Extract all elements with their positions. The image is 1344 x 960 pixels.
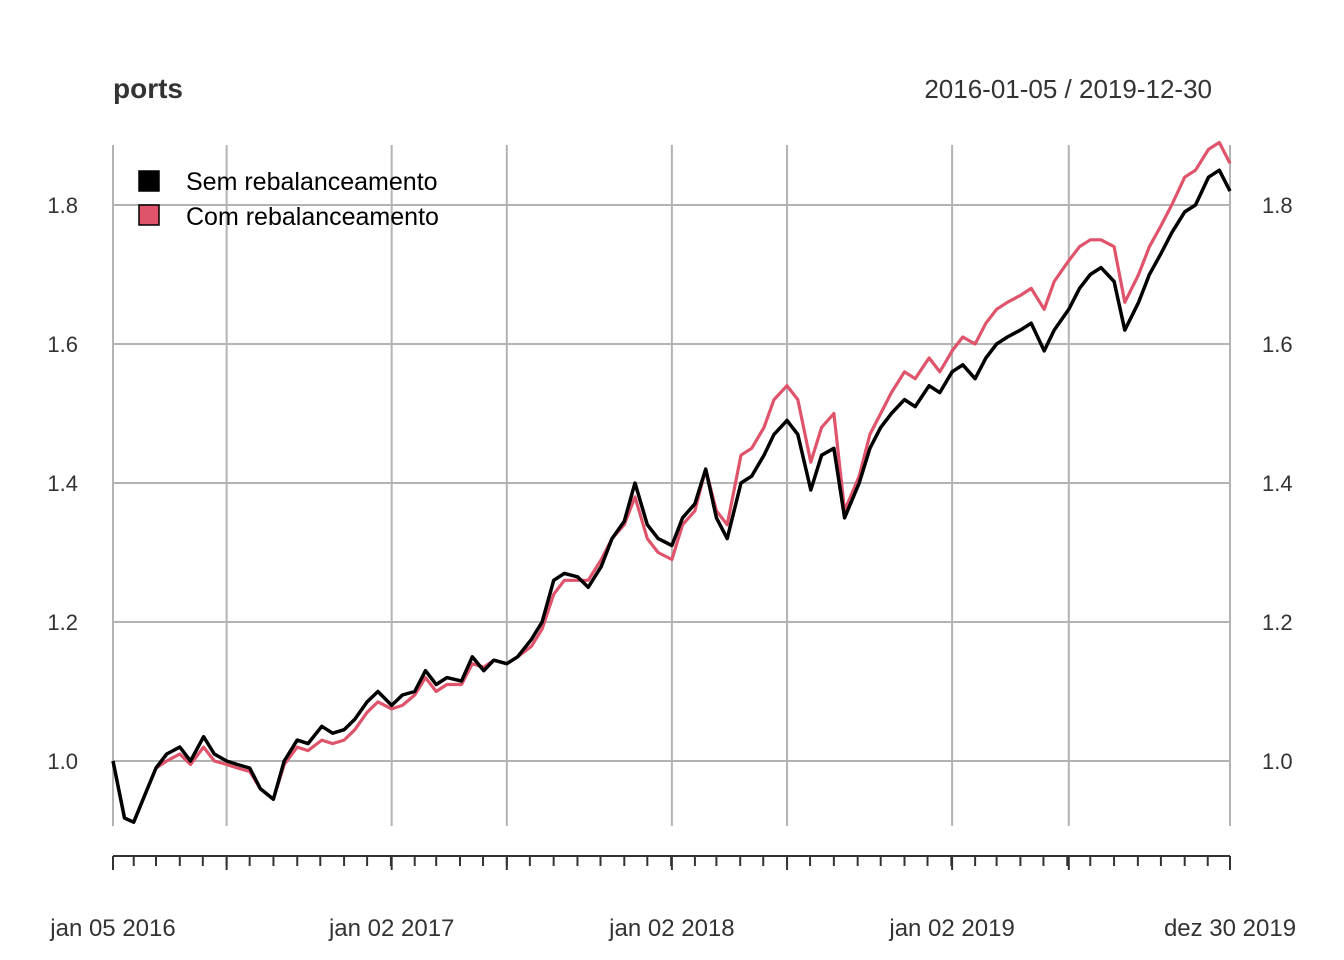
x-axis-major-ticks bbox=[112, 856, 1231, 870]
x-tick-label: jan 02 2018 bbox=[608, 915, 734, 942]
x-tick-label: jan 02 2017 bbox=[328, 915, 454, 942]
series-line-sem-rebalanceamento bbox=[111, 168, 1232, 824]
y-tick-label-right: 1.4 bbox=[1262, 471, 1293, 496]
legend-swatch-com bbox=[138, 204, 160, 226]
y-tick-label-left: 1.8 bbox=[47, 193, 78, 218]
y-tick-label-left: 1.2 bbox=[47, 610, 78, 635]
y-axis-left: 1.0 1.2 1.4 1.6 1.8 bbox=[47, 193, 78, 774]
vertical-gridlines bbox=[112, 145, 1231, 826]
x-tick-label: jan 05 2016 bbox=[49, 915, 175, 942]
chart-title: ports bbox=[113, 73, 183, 104]
legend-label-com: Com rebalanceamento bbox=[186, 203, 439, 231]
y-tick-label-left: 1.6 bbox=[47, 332, 78, 357]
x-axis-minor-ticks bbox=[132, 856, 1209, 866]
date-range-label: 2016-01-05 / 2019-12-30 bbox=[924, 74, 1212, 104]
x-tick-label: dez 30 2019 bbox=[1164, 915, 1296, 942]
series-lines bbox=[111, 140, 1232, 824]
x-axis: jan 05 2016 jan 02 2017 jan 02 2018 jan 02 … bbox=[49, 855, 1296, 942]
y-tick-label-right: 1.8 bbox=[1262, 193, 1293, 218]
horizontal-gridlines bbox=[113, 204, 1230, 762]
x-tick-label: jan 02 2019 bbox=[888, 915, 1014, 942]
series-line-com-rebalanceamento bbox=[111, 140, 1232, 824]
legend-swatch-sem bbox=[138, 170, 160, 192]
x-axis-tick-labels: jan 05 2016 jan 02 2017 jan 02 2018 jan 02 … bbox=[49, 915, 1296, 942]
legend-label-sem: Sem rebalanceamento bbox=[186, 168, 438, 196]
y-axis-right: 1.0 1.2 1.4 1.6 1.8 bbox=[1262, 193, 1293, 774]
y-tick-label-right: 1.2 bbox=[1262, 610, 1293, 635]
y-tick-label-right: 1.0 bbox=[1262, 749, 1293, 774]
y-tick-label-left: 1.4 bbox=[47, 471, 78, 496]
y-tick-label-right: 1.6 bbox=[1262, 332, 1293, 357]
legend: Sem rebalanceamento Com rebalanceamento bbox=[138, 168, 439, 231]
y-tick-label-left: 1.0 bbox=[47, 749, 78, 774]
